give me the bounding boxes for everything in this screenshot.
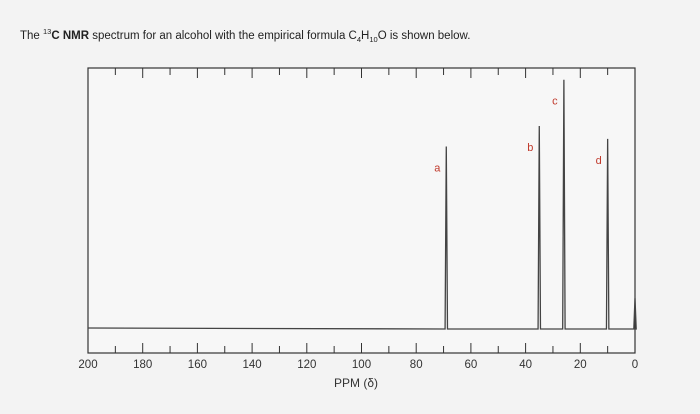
peak-label-group: a b c d: [434, 96, 601, 175]
x-tick-label: 80: [410, 359, 423, 371]
peak-label-b: b: [527, 142, 533, 154]
question-suffix: O is shown below.: [377, 29, 471, 42]
x-tick-label: 180: [133, 359, 152, 371]
peak-label-d: d: [596, 155, 602, 167]
question-prefix: The: [20, 29, 44, 42]
nmr-bold-label: NMR: [59, 29, 90, 42]
question-text: The 13C NMR spectrum for an alcohol with…: [20, 27, 470, 44]
carbon-subscript: 4: [356, 35, 362, 45]
x-tick-label: 120: [297, 359, 316, 371]
question-middle: spectrum for an alcohol with the empiric…: [89, 29, 357, 42]
hydrogen-subscript: 10: [369, 35, 378, 45]
x-tick-label: 200: [78, 359, 97, 371]
isotope-superscript: 13: [43, 27, 52, 36]
top-tick-group: [87, 68, 636, 78]
peak-label-c: c: [552, 96, 558, 108]
plot-frame: [87, 67, 636, 354]
x-axis-label: PPM (δ): [334, 376, 378, 390]
x-tick-label: 60: [465, 359, 478, 371]
x-tick-label: 140: [243, 359, 262, 371]
x-tick-label: 40: [519, 359, 532, 371]
tick-label-group: 200 180 160 140 120 100 80 60 40 20 0: [78, 359, 638, 371]
spectrum-trace: [87, 79, 637, 330]
peak-label-a: a: [434, 163, 441, 175]
isotope-symbol: C: [51, 29, 60, 42]
x-tick-label: 100: [352, 359, 371, 371]
hydrogen-symbol: H: [361, 29, 370, 42]
x-tick-label: 0: [632, 359, 638, 371]
x-tick-label: 160: [188, 359, 207, 371]
bottom-tick-group: [87, 343, 636, 353]
x-tick-label: 20: [574, 359, 587, 371]
